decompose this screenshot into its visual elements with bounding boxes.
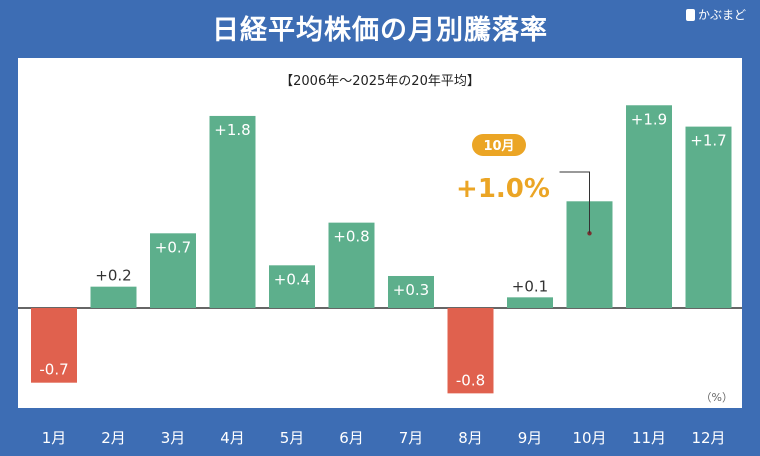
- chart-panel: [18, 58, 742, 408]
- month-label-3月: 3月: [161, 429, 186, 447]
- highlight-value: +1.0%: [456, 174, 550, 204]
- brand-logo: かぶまど: [685, 6, 746, 23]
- page-title: 日経平均株価の月別騰落率: [212, 15, 548, 46]
- month-label-12月: 12月: [691, 429, 725, 447]
- unit-label: （%）: [701, 391, 733, 404]
- brand-name: かぶまど: [697, 8, 746, 22]
- value-label-3月: +0.7: [155, 238, 191, 256]
- month-label-5月: 5月: [280, 429, 305, 447]
- value-label-2月: +0.2: [95, 267, 131, 285]
- chart-subtitle: 【2006年〜2025年の20年平均】: [280, 74, 480, 89]
- bar-3月: [150, 233, 196, 308]
- bar-1月: [31, 308, 77, 383]
- value-label-9月: +0.1: [512, 277, 548, 295]
- bar-12月: [685, 126, 732, 308]
- bar-9月: [507, 297, 553, 308]
- month-label-4月: 4月: [220, 429, 245, 447]
- highlight-badge-text: 10月: [483, 139, 514, 154]
- value-label-6月: +0.8: [333, 228, 369, 246]
- value-label-5月: +0.4: [274, 270, 310, 288]
- month-label-1月: 1月: [42, 429, 67, 447]
- month-label-8月: 8月: [458, 429, 483, 447]
- brand-icon: [685, 8, 695, 21]
- value-label-1月: -0.7: [39, 361, 68, 379]
- bar-7月: [388, 275, 434, 308]
- month-label-6月: 6月: [339, 429, 364, 447]
- bar-6月: [328, 222, 375, 308]
- month-label-10月: 10月: [572, 429, 606, 447]
- value-label-8月: -0.8: [456, 371, 485, 389]
- bar-2月: [90, 286, 137, 308]
- value-label-4月: +1.8: [214, 121, 250, 139]
- month-label-2月: 2月: [101, 429, 126, 447]
- value-label-11月: +1.9: [631, 110, 667, 128]
- value-label-12月: +1.7: [690, 132, 726, 150]
- bar-11月: [626, 105, 672, 309]
- bar-5月: [269, 265, 315, 308]
- month-label-7月: 7月: [399, 429, 424, 447]
- value-label-7月: +0.3: [393, 281, 429, 299]
- bar-8月: [447, 308, 494, 394]
- highlight-badge: [472, 134, 526, 156]
- month-label-11月: 11月: [632, 429, 666, 447]
- bar-4月: [209, 115, 256, 308]
- month-label-9月: 9月: [518, 429, 543, 447]
- highlight-leader-line: [559, 171, 590, 234]
